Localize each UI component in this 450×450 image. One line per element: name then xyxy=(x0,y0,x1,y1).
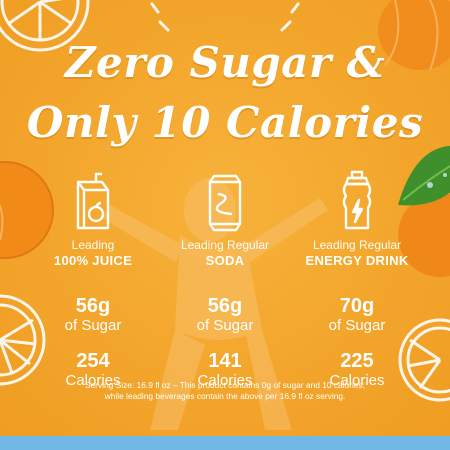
footnote-line-1: Serving Size: 16.9 fl oz – This product … xyxy=(84,380,366,390)
calorie-stat: 225 Calories xyxy=(282,350,432,390)
headline-line-1: Zero Sugar & xyxy=(64,38,386,87)
column-lead-label: Leading Regular xyxy=(180,238,270,252)
calorie-stat: 141 Calories xyxy=(150,350,300,390)
calorie-unit: Calories xyxy=(197,372,253,389)
orange-slice-outline-bottom-left xyxy=(0,294,46,386)
serving-size-footnote: Serving Size: 16.9 fl oz – This product … xyxy=(0,380,450,402)
calorie-stat: 254 Calories xyxy=(18,350,168,390)
sugar-value: 56g xyxy=(75,295,111,317)
headline-line-2: Only 10 Calories xyxy=(26,98,424,147)
jumping-person-illustration xyxy=(102,178,328,430)
sugar-value: 56g xyxy=(207,295,243,317)
calorie-unit: Calories xyxy=(65,372,121,389)
column-product-label: ENERGY DRINK xyxy=(305,253,409,268)
mandarin-top-right xyxy=(378,0,450,71)
sugar-unit: of Sugar xyxy=(328,317,386,334)
calorie-value: 225 xyxy=(340,350,374,372)
sports-bottle-icon xyxy=(342,170,372,230)
comparison-column-juice: Leading 100% JUICE 56g of Sugar 254 Calo… xyxy=(18,170,168,389)
juice-box-icon xyxy=(76,172,110,230)
footnote-line-2: while leading beverages contain the abov… xyxy=(104,391,346,401)
calorie-value: 254 xyxy=(76,350,110,372)
comparison-column-soda: Leading Regular SODA 56g of Sugar 141 Ca… xyxy=(150,170,300,389)
column-product-label: 100% JUICE xyxy=(53,253,133,268)
orange-slice-outline-top-left xyxy=(0,0,90,52)
bottom-accent-bar xyxy=(0,436,450,450)
sugar-unit: of Sugar xyxy=(64,317,122,334)
column-product-label: SODA xyxy=(205,253,245,268)
column-lead-label: Leading xyxy=(71,238,115,252)
sugar-unit: of Sugar xyxy=(196,317,254,334)
calorie-value: 141 xyxy=(208,350,242,372)
sugar-value: 70g xyxy=(339,295,375,317)
sugar-stat: 56g of Sugar xyxy=(150,295,300,335)
orange-slice-outline-right xyxy=(398,318,450,402)
comparison-column-energy-drink: Leading Regular ENERGY DRINK 70g of Suga… xyxy=(282,170,432,389)
calorie-unit: Calories xyxy=(329,372,385,389)
orange-with-leaf xyxy=(398,145,450,277)
splash-marks xyxy=(150,2,300,32)
column-lead-label: Leading Regular xyxy=(312,238,402,252)
sugar-stat: 70g of Sugar xyxy=(282,295,432,335)
sugar-stat: 56g of Sugar xyxy=(18,295,168,335)
mandarin-left xyxy=(0,161,54,259)
soda-can-icon xyxy=(208,174,242,232)
